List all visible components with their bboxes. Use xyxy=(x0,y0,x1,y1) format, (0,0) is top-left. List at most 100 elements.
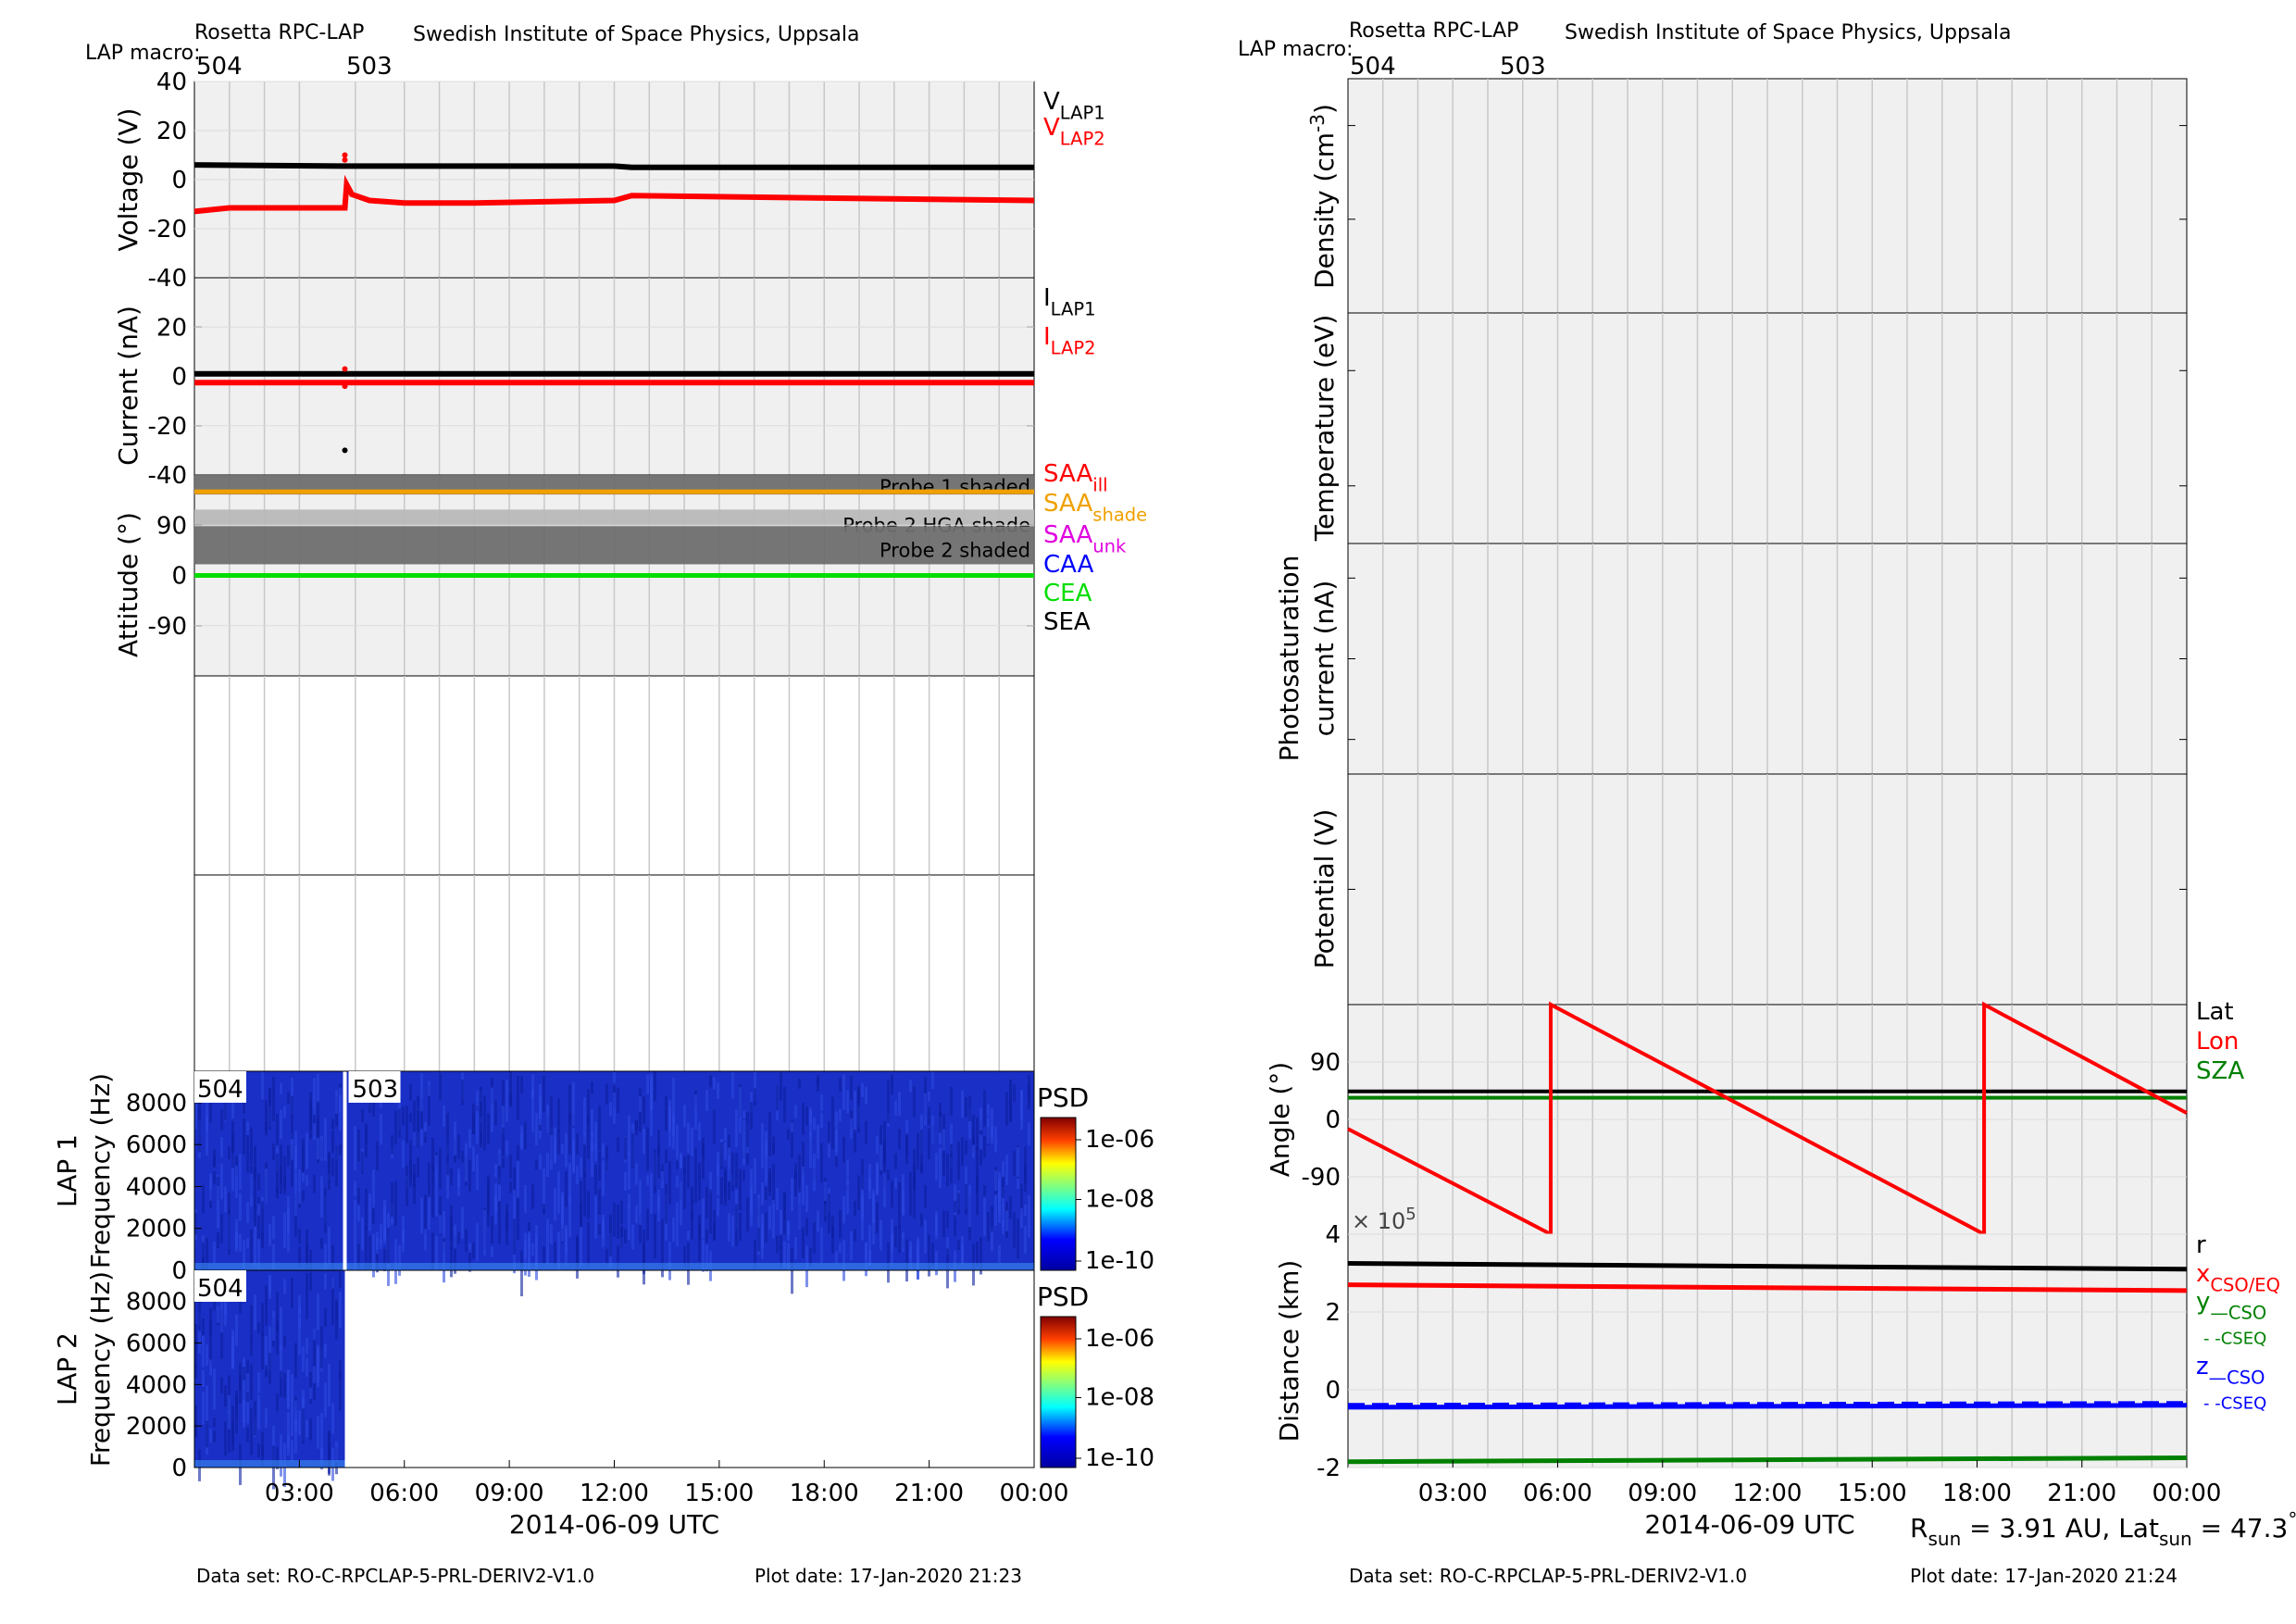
lap1-spectrogram-streak xyxy=(457,1231,460,1244)
lap1-spectrogram-streak xyxy=(976,1147,979,1193)
angle-axis-ytick-label: 0 xyxy=(1325,1106,1341,1134)
lap1-spectrogram-streak xyxy=(817,1124,819,1159)
lap1-spectrogram-streak xyxy=(713,1077,716,1091)
lap1-spectrogram-streak xyxy=(424,1229,427,1251)
lap1-spectrogram-streak xyxy=(698,1215,701,1242)
lap2-spectrogram-streak xyxy=(331,1279,334,1326)
lap1-spectrogram-streak xyxy=(417,1157,419,1178)
lap1-spectrogram-streak xyxy=(487,1175,490,1215)
lap1-spectrogram-streak xyxy=(554,1188,556,1221)
attitude-axis-ytick-label: 0 xyxy=(171,563,187,591)
legend-attitude-saashade-main: SAA xyxy=(1043,490,1092,518)
lap1-spectrogram-streak xyxy=(654,1149,656,1193)
lap1-spectrogram-streak xyxy=(820,1093,823,1111)
lap1-spectrogram-streak xyxy=(850,1075,853,1100)
lap2-spectrogram-streak xyxy=(250,1408,253,1455)
lap1-spectrogram-streak xyxy=(705,1187,708,1219)
lap1-spectrogram-streak xyxy=(298,1169,301,1204)
lap1-spectrogram-streak xyxy=(1009,1196,1012,1219)
density-ylabel: Density (cm-3) xyxy=(1306,104,1340,289)
lap1-spectrogram-streak xyxy=(539,1154,542,1170)
lap1-spectrogram-streak xyxy=(687,1122,690,1155)
lap1-spectrogram-streak xyxy=(791,1178,793,1212)
lap1-spectrogram-streak xyxy=(1020,1183,1023,1215)
lap2-spectrogram-streak xyxy=(213,1418,216,1428)
photosaturation-ylabel-line1: Photosaturation xyxy=(1274,556,1304,762)
lap1-spectrogram-streak xyxy=(705,1089,708,1112)
lap1-spectrogram-streak xyxy=(824,1181,827,1202)
lap1-spectrogram-streak xyxy=(1002,1219,1004,1234)
lap1-spectrogram-streak xyxy=(239,1154,242,1190)
lap2-spectrogram-streak xyxy=(302,1408,305,1444)
lap1-spectrogram-streak xyxy=(628,1193,630,1208)
lap1-spectrogram-streak xyxy=(235,1165,238,1198)
lap2-spectrogram-streak xyxy=(331,1403,334,1434)
lap1-spectrogram-streak xyxy=(483,1209,486,1256)
lap1-spectrogram-streak xyxy=(813,1117,816,1131)
lap1-spectrogram-streak xyxy=(991,1126,993,1138)
lap2-spectrogram-streak xyxy=(313,1369,316,1401)
lap1-spectrogram-streak xyxy=(676,1202,679,1247)
lap1-spectrogram-streak xyxy=(598,1151,601,1181)
lap1-spectrogram-streak xyxy=(691,1210,693,1240)
lap1-spectrogram-streak xyxy=(413,1100,416,1146)
lap1-spectrogram-streak xyxy=(498,1178,501,1202)
lap1-spectrogram-streak xyxy=(254,1167,256,1210)
lap2-spectrogram-streak xyxy=(309,1387,312,1400)
lap1-spectrogram-streak xyxy=(802,1166,805,1206)
lap1-spectrogram-streak xyxy=(398,1244,401,1276)
lap1-spectrogram-streak xyxy=(868,1163,871,1200)
legend-vlap2-sub: LAP2 xyxy=(1060,128,1105,149)
lap1-spectrogram-streak xyxy=(217,1185,219,1229)
lap1-spectrogram-streak xyxy=(931,1115,934,1145)
lap1-spectrogram-streak xyxy=(731,1215,734,1247)
lap1-spectrogram-streak xyxy=(983,1090,986,1127)
lap1-spectrogram-streak xyxy=(324,1118,327,1161)
lap1-spectrogram-colorbar-tick-label: 1e-10 xyxy=(1085,1247,1154,1275)
lap2-spectrogram-macro-label: 504 xyxy=(197,1275,243,1303)
lap1-spectrogram-streak xyxy=(724,1142,727,1160)
lap1-spectrogram-streak xyxy=(598,1106,601,1151)
legend-attitude-saaunk-sub: unk xyxy=(1092,535,1127,556)
lap1-spectrogram-streak xyxy=(757,1212,760,1252)
lap1-spectrogram-macro-box xyxy=(348,1071,401,1103)
lap1-spectrogram-streak xyxy=(476,1111,479,1144)
distance-ylabel: Distance (km) xyxy=(1274,1260,1304,1443)
lap1-spectrogram-streak xyxy=(987,1212,990,1242)
voltage-axis-ytick-label: -40 xyxy=(148,265,187,293)
lap1-spectrogram-streak xyxy=(1002,1187,1004,1228)
lap1-spectrogram-streak xyxy=(283,1212,286,1249)
lap1-spectrogram-streak xyxy=(561,1191,564,1229)
lap1-spectrogram-streak xyxy=(565,1132,568,1168)
lap1-spectrogram-streak xyxy=(220,1136,223,1157)
lap2-spectrogram-streak xyxy=(213,1368,216,1410)
lap2-spectrogram-ylabel-line1: LAP 2 xyxy=(52,1332,82,1405)
lap1-spectrogram-streak xyxy=(306,1174,308,1187)
lap1-spectrogram-streak xyxy=(228,1193,231,1215)
lap1-spectrogram-streak xyxy=(443,1241,445,1283)
attitude-band-label: Probe 1 shaded xyxy=(880,476,1030,498)
lap1-spectrogram-streak xyxy=(761,1123,764,1168)
lap1-spectrogram-streak xyxy=(780,1246,782,1268)
lap1-spectrogram-streak xyxy=(831,1111,834,1149)
lap2-spectrogram-streak xyxy=(280,1306,282,1351)
lap1-spectrogram-streak xyxy=(283,1156,286,1188)
lap2-spectrogram-streak xyxy=(206,1420,208,1448)
lap1-spectrogram-streak xyxy=(880,1144,882,1171)
lap1-spectrogram-streak xyxy=(646,1208,649,1241)
lap1-spectrogram-streak xyxy=(602,1143,605,1157)
lap2-spectrogram-streak xyxy=(206,1344,208,1367)
right-xtick-label: 03:00 xyxy=(1418,1480,1488,1507)
right-macro-503: 503 xyxy=(1500,53,1546,81)
lap1-spectrogram-streak xyxy=(383,1248,386,1271)
lap1-spectrogram-streak xyxy=(676,1175,679,1188)
legend-distance-4-sub: —CSO xyxy=(2209,1367,2265,1388)
legend-distance-2-sub: —CSO xyxy=(2210,1302,2266,1323)
lap2-spectrogram-streak xyxy=(220,1377,223,1394)
lap1-spectrogram-streak xyxy=(742,1169,745,1181)
lap1-spectrogram-streak xyxy=(591,1081,593,1094)
lap1-spectrogram-streak xyxy=(209,1093,212,1123)
lap1-spectrogram-streak xyxy=(639,1214,642,1243)
lap1-spectrogram-streak xyxy=(380,1113,382,1145)
lap1-spectrogram-streak xyxy=(450,1205,453,1242)
